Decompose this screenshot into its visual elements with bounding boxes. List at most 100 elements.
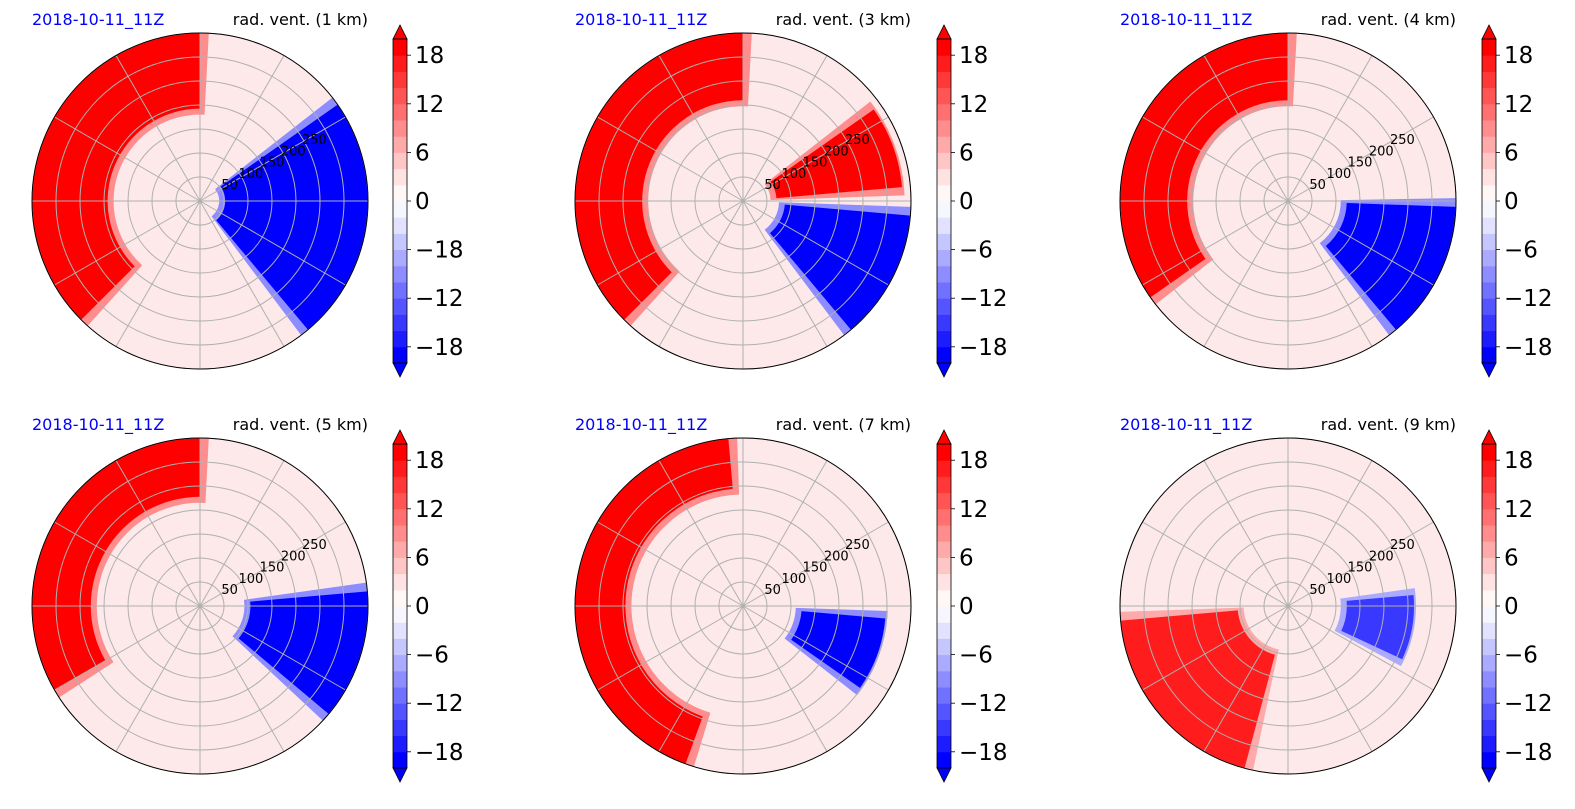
colorbar-segment bbox=[937, 719, 951, 737]
colorbar-tick-label: 12 bbox=[1504, 497, 1533, 523]
colorbar-segment bbox=[937, 476, 951, 494]
colorbar-extend-min bbox=[1481, 767, 1497, 783]
range-ring-label: 200 bbox=[824, 144, 849, 159]
colorbar-tick-label: 12 bbox=[959, 497, 988, 523]
colorbar-segment bbox=[1482, 492, 1496, 510]
colorbar-segment bbox=[1482, 508, 1496, 526]
colorbar-tick-label: −12 bbox=[415, 691, 464, 717]
colorbar: 18 12 6 0 −6 −12 −18 bbox=[1481, 429, 1553, 783]
colorbar-tick-label: −18 bbox=[1504, 335, 1553, 361]
colorbar-segment bbox=[1482, 282, 1496, 299]
colorbar-segment bbox=[937, 233, 951, 251]
range-ring-label: 100 bbox=[1326, 572, 1351, 587]
range-ring-label: 50 bbox=[221, 178, 238, 193]
colorbar-tick-label: 18 bbox=[959, 448, 988, 474]
colorbar-segment bbox=[937, 638, 951, 656]
colorbar-tick-label: 18 bbox=[1504, 43, 1533, 69]
azimuth-line bbox=[54, 116, 201, 202]
azimuth-line bbox=[199, 605, 285, 752]
colorbar-segment bbox=[393, 606, 407, 623]
colorbar-tick-label: 6 bbox=[415, 545, 430, 571]
range-ring-label: 250 bbox=[302, 538, 327, 553]
azimuth-line bbox=[54, 200, 201, 286]
colorbar-segment bbox=[937, 541, 951, 558]
colorbar-extend-min bbox=[936, 362, 952, 378]
colorbar-segment bbox=[1482, 136, 1496, 153]
colorbar-extend-max bbox=[1481, 24, 1497, 40]
colorbar-tick-label: −6 bbox=[1504, 643, 1538, 669]
colorbar-tick-label: 18 bbox=[415, 43, 444, 69]
colorbar-extend-max bbox=[936, 429, 952, 445]
azimuth-line bbox=[54, 521, 201, 607]
azimuth-line bbox=[1142, 116, 1289, 202]
range-ring-label: 250 bbox=[845, 133, 870, 148]
azimuth-line bbox=[597, 200, 744, 286]
colorbar-segment bbox=[393, 508, 407, 526]
azimuth-line bbox=[1287, 200, 1373, 347]
colorbar-segment bbox=[1482, 476, 1496, 494]
colorbar-tick-label: 12 bbox=[415, 92, 444, 118]
panel-title: rad. vent. (1 km) bbox=[233, 10, 368, 29]
colorbar-segment bbox=[937, 152, 951, 170]
range-ring-label: 100 bbox=[1326, 167, 1351, 182]
colorbar-segment bbox=[937, 282, 951, 299]
range-ring-label: 200 bbox=[281, 144, 306, 159]
azimuth-line bbox=[742, 200, 828, 347]
colorbar-segment bbox=[937, 168, 951, 186]
colorbar-segment bbox=[393, 687, 407, 704]
colorbar-extend-min bbox=[936, 767, 952, 783]
colorbar-segment bbox=[393, 703, 407, 720]
colorbar-extend-max bbox=[392, 429, 408, 445]
azimuth-line bbox=[742, 55, 828, 202]
colorbar-segment bbox=[393, 249, 407, 267]
colorbar-segment bbox=[393, 476, 407, 494]
azimuth-line bbox=[742, 605, 889, 691]
colorbar-segment bbox=[393, 184, 407, 202]
azimuth-line bbox=[1142, 605, 1289, 691]
velocity-feature-positive bbox=[575, 33, 743, 320]
colorbar-segment bbox=[1482, 103, 1496, 121]
velocity-field bbox=[1120, 588, 1416, 773]
colorbar-extend-max bbox=[1481, 429, 1497, 445]
colorbar-extend-max bbox=[936, 24, 952, 40]
azimuth-line bbox=[658, 200, 744, 347]
azimuth-line bbox=[1203, 605, 1289, 752]
colorbar-segment bbox=[1482, 460, 1496, 477]
colorbar-tick-label: 0 bbox=[415, 594, 430, 620]
polar-border bbox=[31, 32, 369, 370]
colorbar-segment bbox=[1482, 330, 1496, 348]
polar-border bbox=[1119, 437, 1457, 775]
colorbar-segment bbox=[393, 444, 407, 461]
colorbar-tick-label: 0 bbox=[959, 189, 974, 215]
colorbar-segment bbox=[937, 217, 951, 234]
colorbar-segment bbox=[393, 136, 407, 153]
range-ring-label: 150 bbox=[803, 156, 828, 171]
colorbar-segment bbox=[1482, 751, 1496, 769]
colorbar-segment bbox=[1482, 184, 1496, 202]
colorbar-segment bbox=[1482, 314, 1496, 332]
colorbar-segment bbox=[1482, 39, 1496, 56]
colorbar-segment bbox=[937, 249, 951, 267]
polar-border bbox=[1119, 32, 1457, 370]
panel-title: rad. vent. (3 km) bbox=[776, 10, 911, 29]
colorbar: 18 12 6 0 −6 −12 −18 bbox=[936, 24, 1008, 378]
colorbar-tick-label: 18 bbox=[959, 43, 988, 69]
colorbar-segment bbox=[1482, 703, 1496, 720]
colorbar-segment bbox=[937, 751, 951, 769]
colorbar-segment bbox=[1482, 71, 1496, 89]
colorbar-segment bbox=[393, 71, 407, 89]
colorbar-segment bbox=[937, 184, 951, 202]
colorbar-tick-label: −18 bbox=[415, 238, 464, 264]
azimuth-line bbox=[115, 200, 201, 347]
colorbar-segment bbox=[937, 120, 951, 137]
colorbar: 18 12 6 0 −6 −12 −18 bbox=[936, 429, 1008, 783]
azimuth-line bbox=[115, 55, 201, 202]
colorbar-tick-label: 12 bbox=[959, 92, 988, 118]
polar-border bbox=[574, 437, 912, 775]
azimuth-line bbox=[658, 460, 744, 607]
